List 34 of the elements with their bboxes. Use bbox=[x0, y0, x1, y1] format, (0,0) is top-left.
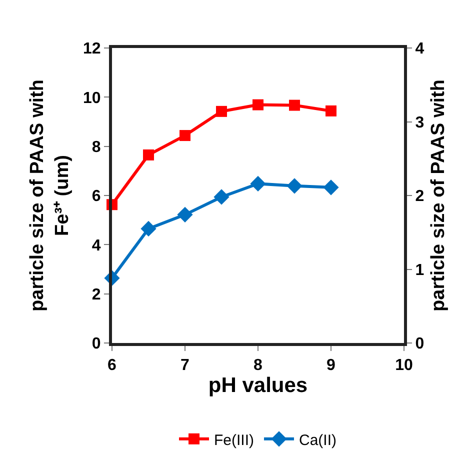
x-tick-label: 6 bbox=[108, 357, 117, 374]
point bbox=[289, 100, 300, 111]
y-tick-label: 6 bbox=[92, 188, 101, 206]
y-tick-label: 12 bbox=[83, 40, 101, 58]
point bbox=[323, 180, 339, 196]
y2-tick-label: 3 bbox=[415, 114, 424, 132]
point bbox=[326, 105, 336, 116]
y2-axis-title: particle size of PAAS with bbox=[428, 80, 449, 312]
y-tick-label: 8 bbox=[92, 138, 101, 156]
point bbox=[177, 206, 193, 222]
legend-label: Fe(III) bbox=[214, 432, 254, 449]
point bbox=[214, 189, 230, 205]
legend-label: Ca(II) bbox=[299, 432, 337, 449]
point bbox=[250, 176, 266, 192]
x-axis-title: pH values bbox=[208, 374, 308, 398]
point bbox=[143, 149, 154, 160]
y2-tick-label: 0 bbox=[415, 336, 424, 353]
x-tick-label: 7 bbox=[180, 357, 190, 374]
point bbox=[252, 99, 264, 110]
y-axis-title: particle size of PAAS with Fe³⁺ (um) bbox=[27, 80, 73, 312]
point bbox=[140, 220, 156, 236]
y-tick-label: 10 bbox=[83, 90, 101, 107]
y2-tick-label: 1 bbox=[415, 262, 424, 279]
y-tick-label: 2 bbox=[92, 286, 101, 304]
point bbox=[286, 178, 302, 194]
x-tick-label: 10 bbox=[395, 357, 413, 374]
y2-tick-label: 2 bbox=[415, 188, 424, 206]
y2-tick-label: 4 bbox=[415, 40, 424, 58]
y-tick-label: 4 bbox=[92, 237, 101, 254]
point bbox=[180, 130, 190, 142]
point bbox=[216, 106, 227, 117]
x-tick-label: 9 bbox=[326, 357, 336, 374]
y-tick-label: 0 bbox=[92, 336, 101, 353]
x-tick-label: 8 bbox=[254, 357, 263, 374]
